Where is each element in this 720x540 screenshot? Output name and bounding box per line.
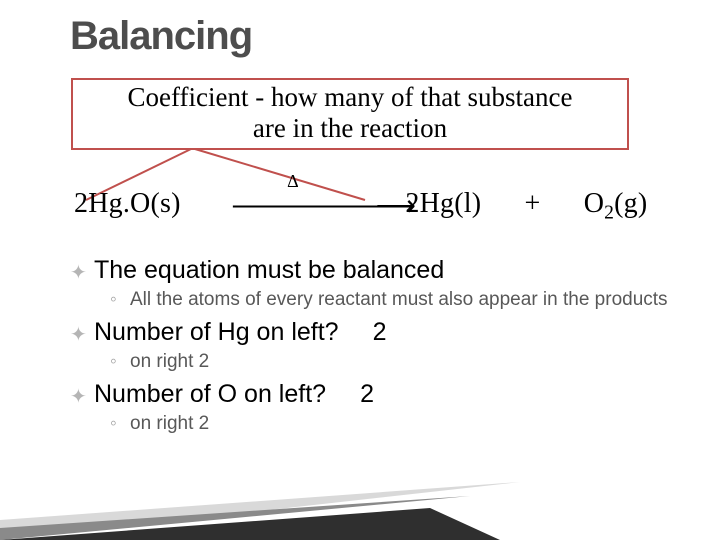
hg-answer: 2 (373, 318, 387, 347)
subbullet-hg-right: ◦ on right 2 (110, 351, 700, 374)
subbullet-hg-right-text: on right 2 (130, 351, 209, 372)
bullet-list: ✦ The equation must be balanced ◦ All th… (70, 250, 700, 437)
bullet-balanced-text: The equation must be balanced (94, 256, 444, 284)
rhs1-state: (l) (454, 188, 481, 219)
bullet-icon: ✦ (70, 260, 87, 285)
subbullet-atoms-text: All the atoms of every reactant must als… (130, 289, 668, 310)
bullet-balanced: ✦ The equation must be balanced (70, 256, 700, 285)
lhs-state: (s) (150, 188, 180, 219)
coefficient-line2: are in the reaction (73, 113, 627, 144)
hg-question-text: Number of Hg on left? (94, 318, 339, 347)
decor-light (0, 482, 520, 540)
o-question-text: Number of O on left? (94, 380, 326, 409)
rhs2-formula: O (584, 188, 604, 219)
rhs2-subscript: 2 (604, 203, 614, 224)
delta-symbol: Δ (233, 171, 353, 192)
decor-mid (0, 496, 470, 540)
lhs-formula: Hg.O (88, 188, 150, 219)
decor-dark (0, 508, 500, 540)
arrow-line: ────────⟶ (233, 191, 414, 222)
subbullet-atoms: ◦ All the atoms of every reactant must a… (110, 289, 700, 312)
slide-title: Balancing (70, 14, 252, 59)
subbullet-o-right: ◦ on right 2 (110, 413, 700, 436)
bullet-icon: ✦ (70, 384, 87, 409)
plus-sign: + (524, 188, 540, 219)
chemical-equation: 2Hg.O(s) Δ ────────⟶ 2Hg(l) + O2(g) (74, 188, 647, 225)
bullet-icon: ✦ (70, 322, 87, 347)
coefficient-definition-box: Coefficient - how many of that substance… (71, 78, 629, 150)
subbullet-icon: ◦ (110, 413, 117, 436)
lhs-coefficient: 2 (74, 188, 88, 219)
subbullet-icon: ◦ (110, 351, 117, 374)
bullet-o-question: ✦ Number of O on left? 2 (70, 380, 700, 409)
bottom-decor (0, 470, 720, 540)
o-answer: 2 (360, 380, 374, 409)
reaction-arrow: Δ ────────⟶ (233, 189, 353, 223)
rhs2-state: (g) (614, 188, 647, 219)
subbullet-icon: ◦ (110, 289, 117, 312)
subbullet-o-right-text: on right 2 (130, 413, 209, 434)
rhs1-formula: Hg (420, 188, 455, 219)
coefficient-line1: Coefficient - how many of that substance (73, 82, 627, 113)
bullet-hg-question: ✦ Number of Hg on left? 2 (70, 318, 700, 347)
